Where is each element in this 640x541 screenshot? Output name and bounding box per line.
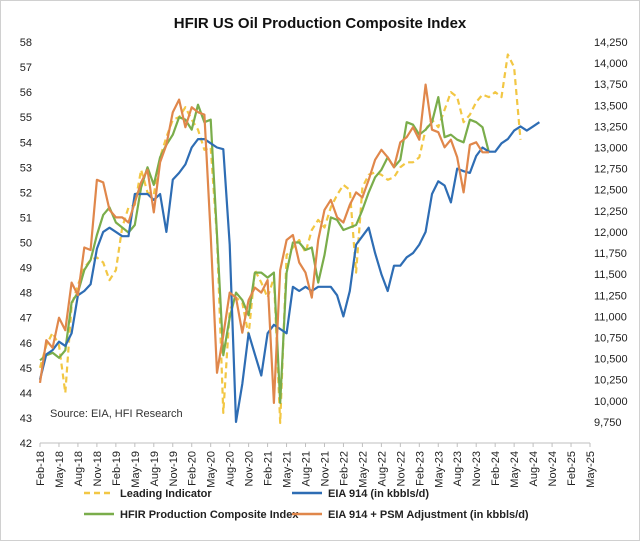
y-left-tick-label: 44: [20, 388, 32, 400]
x-tick-label: Feb-23: [414, 451, 426, 486]
y-right-tick-label: 12,750: [594, 164, 628, 176]
y-left-tick-label: 43: [20, 413, 32, 425]
x-tick-label: Nov-24: [547, 451, 559, 486]
y-right-tick-label: 10,500: [594, 354, 628, 366]
x-tick-label: May-24: [509, 451, 521, 488]
y-left-tick-label: 57: [20, 62, 32, 74]
y-left-tick-label: 56: [20, 87, 32, 99]
y-left-tick-label: 42: [20, 438, 32, 450]
y-right-tick-label: 13,000: [594, 143, 628, 155]
y-left-tick-label: 52: [20, 187, 32, 199]
x-tick-label: Feb-21: [263, 451, 275, 486]
y-right-tick-label: 12,000: [594, 227, 628, 239]
y-right-tick-label: 11,250: [594, 290, 627, 302]
series-line-hfir-production-composite-index: [39, 95, 490, 404]
legend-label: Leading Indicator: [120, 488, 212, 500]
x-tick-label: May-25: [585, 451, 597, 488]
x-tick-label: May-19: [130, 451, 142, 488]
series-line-eia-914-psm-adjustment-in-kbbls-d: [38, 83, 489, 404]
y-right-tick-label: 11,500: [594, 269, 627, 281]
y-right-tick-label: 14,000: [594, 58, 628, 70]
y-left-tick-label: 48: [20, 288, 32, 300]
x-tick-label: Nov-22: [395, 451, 407, 486]
y-left-tick-label: 54: [20, 137, 32, 149]
x-tick-label: Feb-24: [490, 451, 502, 486]
x-tick-label: Feb-25: [566, 451, 578, 486]
chart-title: HFIR US Oil Production Composite Index: [174, 15, 467, 32]
series-group: [38, 53, 541, 425]
x-tick-label: Aug-20: [225, 451, 237, 486]
x-tick-label: May-23: [433, 451, 445, 488]
x-tick-label: Nov-23: [471, 451, 483, 486]
x-tick-label: Nov-18: [92, 451, 104, 486]
x-tick-label: May-21: [282, 451, 294, 488]
y-right-tick-label: 10,000: [594, 396, 628, 408]
y-right-tick-label: 11,750: [594, 248, 627, 260]
y-left-tick-label: 55: [20, 112, 32, 124]
x-tick-label: Aug-24: [528, 451, 540, 486]
axes: 42 43 44 45 46 47 48 49 50 51 52 53 54 55 56 57 58 9,750 1…: [20, 37, 628, 488]
y-right-tick-label: 12,500: [594, 185, 628, 197]
x-tick-label: Nov-19: [168, 451, 180, 486]
series-line-eia-914-in-kbbls-d: [38, 121, 541, 423]
y-left-tick-label: 53: [20, 162, 32, 174]
x-tick-label: Nov-21: [319, 451, 331, 486]
y-left-tick-label: 46: [20, 338, 32, 350]
x-tick-label: Aug-18: [73, 451, 85, 486]
legend-label: EIA 914 (in kbbls/d): [328, 488, 429, 500]
source-annotation: Source: EIA, HFI Research: [50, 408, 183, 420]
y-left-tick-label: 58: [20, 37, 32, 49]
y-right-tick-label: 14,250: [594, 37, 628, 49]
y-left-tick-label: 47: [20, 313, 32, 325]
y-right-tick-label: 13,250: [594, 121, 628, 133]
x-tick-label: Feb-18: [35, 451, 47, 486]
y-right-tick-label: 13,750: [594, 79, 628, 91]
x-tick-label: May-18: [54, 451, 66, 488]
x-tick-label: Feb-20: [187, 451, 199, 486]
y-right-tick-label: 13,500: [594, 100, 628, 112]
series-line-leading-indicator: [38, 53, 522, 425]
x-tick-label: Feb-19: [111, 451, 123, 486]
y-left-tick-label: 45: [20, 363, 32, 375]
x-tick-label: Aug-21: [301, 451, 313, 486]
x-tick-label: Aug-23: [452, 451, 464, 486]
legend-label: HFIR Production Composite Index: [120, 509, 299, 521]
y-right-tick-label: 11,000: [594, 311, 627, 323]
y-right-tick-label: 10,250: [594, 375, 628, 387]
x-tick-label: Nov-20: [244, 451, 256, 486]
x-tick-label: Feb-22: [338, 451, 350, 486]
y-right-tick-label: 12,250: [594, 206, 628, 218]
y-left-tick-label: 50: [20, 238, 32, 250]
legend: Leading Indicator EIA 914 (in kbbls/d) HFI…: [84, 488, 529, 521]
y-left-tick-label: 49: [20, 263, 32, 275]
x-tick-label: Aug-19: [149, 451, 161, 486]
y-left-tick-label: 51: [20, 212, 32, 224]
x-tick-label: May-22: [357, 451, 369, 488]
x-tick-label: May-20: [206, 451, 218, 488]
x-tick-label: Aug-22: [376, 451, 388, 486]
y-right-tick-label: 9,750: [594, 417, 622, 429]
legend-label: EIA 914 + PSM Adjustment (in kbbls/d): [328, 509, 529, 521]
y-right-tick-label: 10,750: [594, 332, 628, 344]
